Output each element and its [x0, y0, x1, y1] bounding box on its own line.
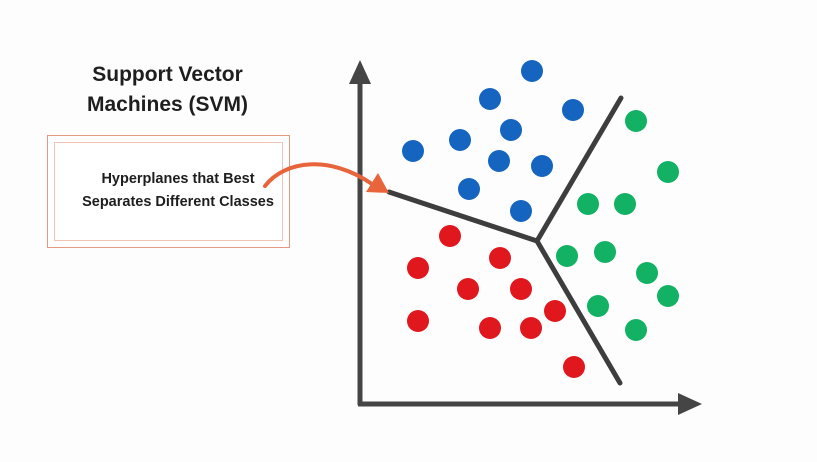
point-blue: [488, 150, 510, 172]
hyperplane-bottom: [534, 238, 623, 386]
callout-inner-border: [54, 142, 283, 241]
point-green: [657, 161, 679, 183]
y-axis-arrowhead: [349, 60, 371, 84]
point-blue: [500, 119, 522, 141]
point-green: [625, 319, 647, 341]
point-blue: [402, 140, 424, 162]
point-red: [489, 247, 511, 269]
point-green: [614, 193, 636, 215]
callout-line-2: Separates Different Classes: [82, 194, 274, 210]
callout-label: Hyperplanes that Best Separates Differen…: [62, 168, 294, 214]
point-red: [520, 317, 542, 339]
point-green: [636, 262, 658, 284]
point-green: [577, 193, 599, 215]
point-red: [457, 278, 479, 300]
point-red: [510, 278, 532, 300]
point-blue: [521, 60, 543, 82]
hyperplanes: [386, 95, 624, 386]
point-green: [657, 285, 679, 307]
point-red: [544, 300, 566, 322]
callout-arrowhead: [366, 173, 389, 193]
point-red: [479, 317, 501, 339]
point-blue: [479, 88, 501, 110]
point-red: [407, 310, 429, 332]
point-red: [563, 356, 585, 378]
callout-arrow-curve: [263, 162, 374, 188]
point-red: [439, 225, 461, 247]
point-blue: [510, 200, 532, 222]
callout-box: [47, 135, 290, 248]
diagram-title: Support Vector Machines (SVM): [70, 60, 265, 120]
point-blue: [562, 99, 584, 121]
point-red: [407, 257, 429, 279]
hyperplane-top: [534, 95, 624, 244]
point-green: [594, 241, 616, 263]
callout-line-1: Hyperplanes that Best: [101, 171, 255, 187]
point-green: [556, 245, 578, 267]
point-green: [587, 295, 609, 317]
point-green: [625, 110, 647, 132]
point-blue: [449, 129, 471, 151]
hyperplane-left: [386, 189, 540, 244]
title-line-1: Support Vector: [92, 63, 243, 86]
point-blue: [458, 178, 480, 200]
class-c-points: [556, 110, 679, 341]
class-b-points: [407, 225, 585, 378]
class-a-points: [402, 60, 584, 222]
x-axis-arrowhead: [678, 393, 702, 415]
point-blue: [531, 155, 553, 177]
title-line-2: Machines (SVM): [86, 93, 249, 116]
